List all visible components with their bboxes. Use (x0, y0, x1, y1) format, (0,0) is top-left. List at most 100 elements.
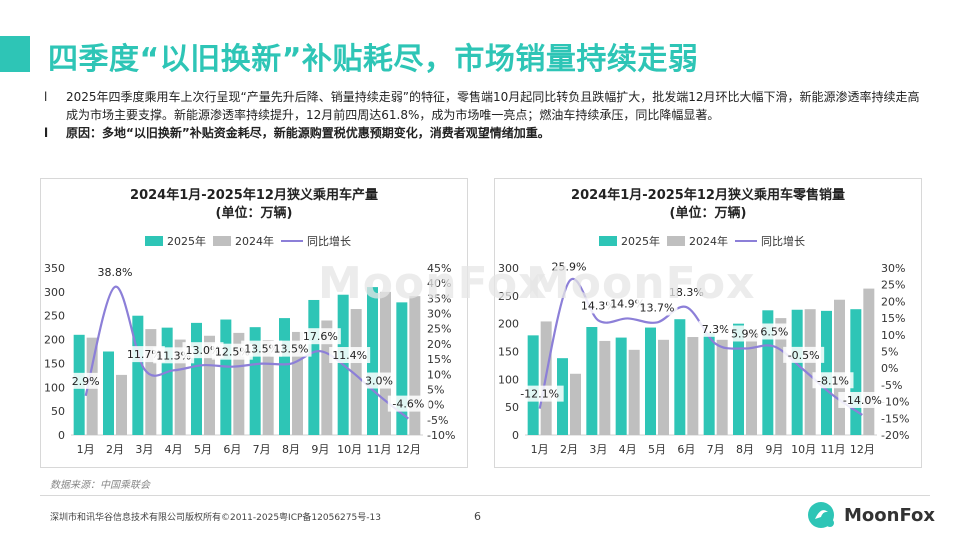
x-tick-label: 6月 (223, 443, 241, 456)
copyright-footer: 深圳市和讯华谷信息技术有限公司版权所有©2011-2025粤ICP备120562… (50, 513, 381, 523)
bar-2024 (145, 329, 157, 435)
bar-2025 (703, 333, 715, 435)
data-label: 14.9% (610, 297, 645, 310)
x-tick-label: 8月 (736, 443, 754, 456)
data-label: 3.0% (365, 375, 393, 388)
y2-tick-label: 10% (427, 368, 451, 381)
y-tick-label: 200 (498, 318, 519, 331)
y2-tick-label: 20% (881, 295, 905, 308)
legend-swatch-2024 (213, 236, 231, 246)
x-tick-label: 11月 (821, 443, 846, 456)
y2-tick-label: -15% (881, 412, 909, 425)
data-label-bg (838, 391, 887, 408)
watermark: MoonFox (318, 258, 548, 309)
y2-tick-label: -5% (427, 414, 448, 427)
bar-2025 (220, 319, 232, 435)
legend-swatch-2025 (145, 236, 163, 246)
data-source: 数据来源：中国乘联会 (50, 480, 150, 491)
bar-2025 (367, 287, 378, 435)
bar-2024 (321, 320, 333, 435)
y-tick-label: 150 (498, 346, 519, 359)
bar-2024 (233, 332, 245, 435)
legend-label-2024: 2024年 (689, 234, 728, 248)
x-tick-label: 7月 (253, 443, 271, 456)
bar-2024 (204, 335, 215, 435)
y2-tick-label: -5% (881, 379, 902, 392)
x-tick-label: 1月 (531, 443, 549, 456)
data-label-bg (68, 372, 103, 389)
y-tick-label: 250 (498, 290, 519, 303)
bullet-text: 原因：多地“以旧换新”补贴资金耗尽，新能源购置税优惠预期变化，消费者观望情绪加重… (66, 126, 550, 140)
y-tick-label: 150 (44, 357, 65, 370)
bar-2025 (674, 319, 686, 435)
data-label-bg (548, 258, 590, 275)
x-tick-label: 3月 (589, 443, 607, 456)
bar-2025 (308, 299, 320, 435)
bar-2025 (527, 335, 539, 435)
data-label: 11.4% (332, 349, 367, 362)
retail-chart-panel: 2024年1月-2025年12月狭义乘用车零售销量 (单位：万辆) 2025年 202… (494, 178, 922, 468)
legend-label-2025: 2025年 (167, 234, 206, 248)
bullet-text: 2025年四季度乘用车上次行呈现“产量先升后降、销量持续走弱”的特征，零售端10… (66, 90, 920, 122)
bar-2024 (380, 291, 391, 435)
data-label: 12.5% (215, 346, 250, 359)
bar-2024 (570, 373, 581, 435)
page-title: 四季度“以旧换新”补贴耗尽，市场销量持续走弱 (48, 42, 699, 77)
data-label-bg (783, 346, 825, 363)
y-tick-label: 100 (498, 373, 519, 386)
legend-label-2024: 2024年 (235, 234, 274, 248)
data-label-bg (515, 385, 564, 402)
title-accent-bar (0, 36, 30, 72)
y2-tick-label: 5% (881, 346, 898, 359)
y2-tick-label: -20% (881, 429, 909, 442)
moonfox-logo: MoonFox (806, 500, 936, 530)
production-chart: 2024年1月-2025年12月狭义乘用车产量 (单位：万辆) 2025年 2024年… (44, 187, 455, 456)
x-tick-label: 12月 (850, 443, 875, 456)
bar-2025 (615, 337, 627, 435)
yoy-growth-line (538, 277, 863, 416)
bar-2025 (249, 327, 261, 435)
data-label-bg (329, 347, 371, 364)
y-tick-label: 300 (498, 262, 519, 275)
bar-2024 (262, 340, 274, 435)
data-label-bg (299, 328, 341, 345)
y2-tick-label: -10% (427, 429, 455, 442)
bar-2025 (645, 327, 656, 435)
x-tick-label: 9月 (311, 443, 329, 456)
bullet-mark: l (44, 90, 48, 104)
logo-text: MoonFox (844, 505, 936, 526)
y2-tick-label: 40% (427, 277, 451, 290)
bar-2024 (628, 349, 640, 435)
chart-title: 2024年1月-2025年12月狭义乘用车零售销量 (571, 187, 845, 203)
y-tick-label: 100 (44, 381, 65, 394)
x-tick-label: 9月 (765, 443, 783, 456)
bar-2024 (174, 339, 186, 435)
data-label: 13.0% (186, 344, 221, 357)
y2-tick-label: 15% (427, 353, 451, 366)
bar-2025 (132, 315, 144, 435)
data-label: 17.6% (303, 330, 338, 343)
data-label: 38.8% (98, 266, 133, 279)
y2-tick-label: 20% (427, 338, 451, 351)
y2-tick-label: 25% (881, 279, 905, 292)
y2-tick-label: 0% (427, 399, 444, 412)
data-label: 5.9% (731, 327, 759, 340)
bar-2025 (103, 351, 114, 435)
legend-label-2025: 2025年 (621, 234, 660, 248)
bar-2024 (716, 339, 728, 435)
bar-2025 (396, 302, 408, 435)
bar-2024 (863, 288, 875, 435)
bullet-item: l 原因：多地“以旧换新”补贴资金耗尽，新能源购置税优惠预期变化，消费者观望情绪… (44, 124, 924, 142)
bar-2024 (775, 318, 787, 435)
x-tick-label: 6月 (677, 443, 695, 456)
y2-tick-label: 25% (427, 323, 451, 336)
chart-subtitle: (单位：万辆) (670, 205, 747, 221)
data-label: 13.7% (640, 301, 675, 314)
x-tick-label: 4月 (619, 443, 637, 456)
data-label: -14.0% (843, 394, 882, 407)
data-label-bg (387, 395, 429, 412)
y-tick-label: 300 (44, 286, 65, 299)
x-tick-label: 1月 (77, 443, 95, 456)
legend-label-yoy: 同比增长 (307, 234, 351, 248)
retail-chart: 2024年1月-2025年12月狭义乘用车零售销量 (单位：万辆) 2025年 202… (498, 187, 909, 456)
